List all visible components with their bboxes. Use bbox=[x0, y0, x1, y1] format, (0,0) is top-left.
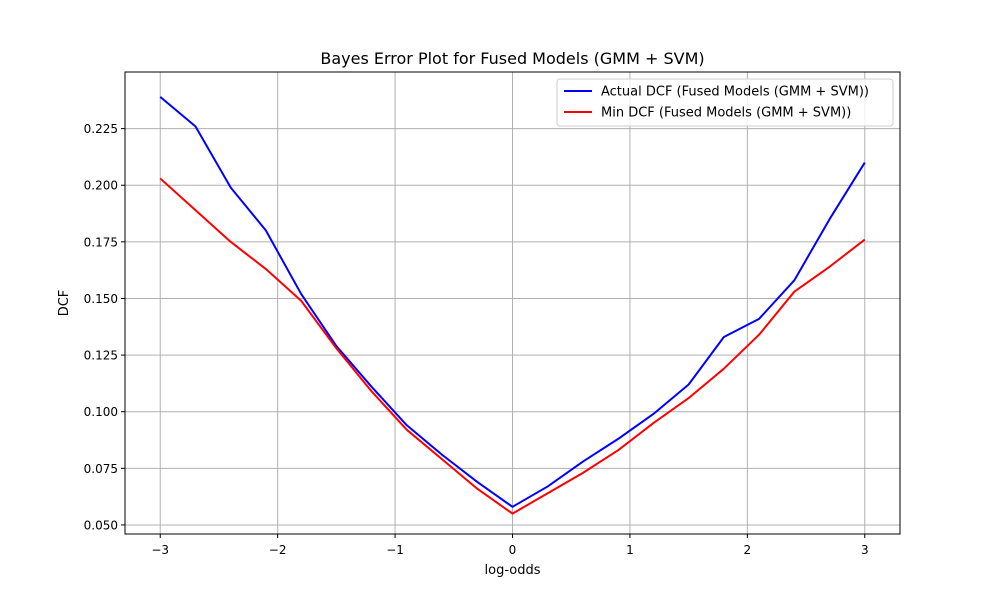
y-tick-label: 0.050 bbox=[84, 518, 118, 532]
axis-ticks: −3 −2 −1 0 1 2 3 0.050 0.075 0.100 0.125 0.150 0.175… bbox=[84, 122, 869, 557]
actual-dcf-line bbox=[159, 96, 866, 508]
x-tick-label: 3 bbox=[861, 543, 869, 557]
y-tick-label: 0.225 bbox=[84, 122, 118, 136]
x-tick-label: −2 bbox=[269, 543, 287, 557]
legend-label-actual-dcf: Actual DCF (Fused Models (GMM + SVM)) bbox=[601, 85, 869, 100]
legend-label-min-dcf: Min DCF (Fused Models (GMM + SVM)) bbox=[601, 106, 851, 121]
x-tick-label: 2 bbox=[744, 543, 752, 557]
x-tick-label: 0 bbox=[509, 543, 517, 557]
min-dcf-line bbox=[159, 177, 866, 515]
x-axis-label: log-odds bbox=[485, 563, 541, 578]
y-tick-label: 0.200 bbox=[84, 179, 118, 193]
series-lines bbox=[159, 96, 866, 515]
y-tick-label: 0.150 bbox=[84, 292, 118, 306]
chart-title: Bayes Error Plot for Fused Models (GMM +… bbox=[320, 49, 704, 68]
y-tick-label: 0.075 bbox=[84, 462, 118, 476]
y-tick-label: 0.100 bbox=[84, 405, 118, 419]
grid-lines bbox=[125, 72, 900, 534]
legend: Actual DCF (Fused Models (GMM + SVM)) Mi… bbox=[556, 78, 894, 127]
legend-box bbox=[556, 78, 894, 127]
x-tick-label: −1 bbox=[386, 543, 404, 557]
y-axis-label: DCF bbox=[57, 290, 72, 317]
y-tick-label: 0.125 bbox=[84, 349, 118, 363]
x-tick-label: 1 bbox=[626, 543, 634, 557]
y-tick-label: 0.175 bbox=[84, 235, 118, 249]
x-tick-label: −3 bbox=[151, 543, 169, 557]
